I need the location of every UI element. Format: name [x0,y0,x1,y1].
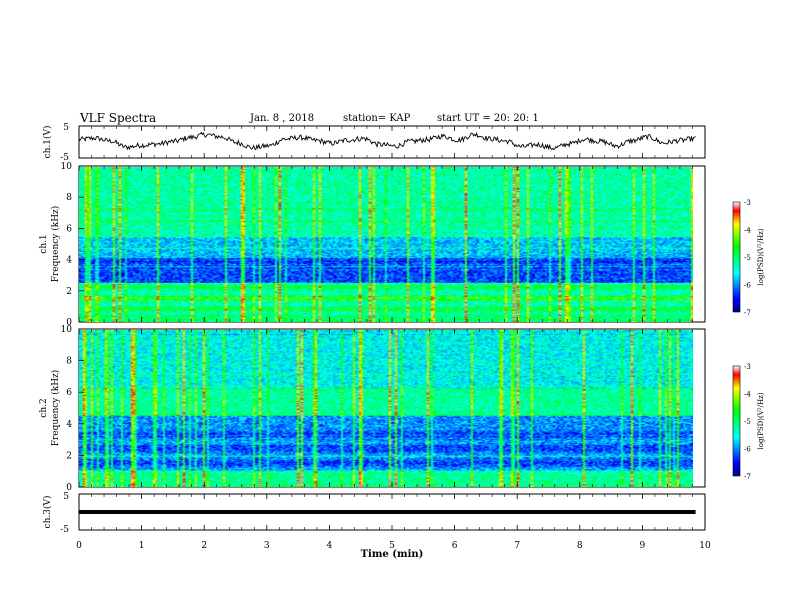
yt2-label: 0 [66,483,72,493]
ch3-ytick-bottom: -5 [60,525,69,535]
cb2-label: -3 [744,363,751,371]
ch1-ytick-bottom: -5 [60,153,69,163]
cb2-label: -5 [744,418,751,426]
ch2-colorbar-ticks: -3 -4 -5 -6 -7 [744,363,751,481]
ch1-colorbar-label: log(PSD)(V²/Hz) [757,228,765,285]
cb2-label: -7 [744,473,751,481]
x-tick-label: 4 [327,541,333,551]
ch3-ytick-top: 5 [63,492,69,502]
yt2-label: 6 [66,388,72,398]
ch1-colorbar-ticks: -3 -4 -5 -6 -7 [744,199,751,317]
ch2-spectrogram-image [79,330,693,487]
ch1-spectrogram-image [79,167,693,322]
figure-title: VLF Spectra [80,111,157,125]
ch2-channel-label: ch.2 [39,398,49,417]
yt2-label: 10 [61,325,73,335]
ch1-colorbar [732,201,741,313]
x-axis-ticks: 0 1 2 3 4 5 6 7 8 9 10 [76,126,711,551]
x-tick-label: 1 [139,541,145,551]
yt2-label: 8 [66,357,72,367]
x-tick-label: 6 [452,541,458,551]
ch3-ylabel: ch.3(V) [42,496,53,529]
start-time-label: start UT = 20: 20: 1 [437,113,539,124]
yt2-label: 4 [66,420,72,430]
yt1-label: 2 [66,287,72,297]
x-tick-label: 7 [514,541,520,551]
cb1-label: -3 [744,199,751,207]
yt1-label: 8 [66,193,72,203]
date-label: Jan. 8 , 2018 [250,113,315,124]
cb2-label: -4 [744,391,751,399]
ch2-yticks: 0 2 4 6 8 10 [61,325,84,493]
yt2-label: 2 [66,451,72,461]
x-tick-label: 8 [577,541,583,551]
ch2-spectrogram-panel [78,328,706,488]
ch1-yticks: 0 2 4 6 8 10 [61,162,84,328]
ch1-ylabel: ch.1(V) [42,126,53,159]
yt1-label: 10 [61,162,73,172]
x-tick-label: 2 [201,541,207,551]
cb1-label: -5 [744,254,751,262]
yt1-label: 0 [66,318,72,328]
x-tick-label: 3 [264,541,270,551]
ch1-ytick-top: 5 [63,123,69,133]
ch3-ytick-zero: 0 [63,508,69,518]
ch1-freq-ylabel: Frequency (kHz) [50,206,61,283]
ch2-colorbar-label: log(PSD)(V²/Hz) [757,392,765,449]
x-axis-label: Time (min) [361,549,424,560]
ch1-channel-label: ch.1 [39,234,49,253]
yt1-label: 4 [66,256,72,266]
ch1-spectrogram-panel [78,165,706,323]
cb1-label: -7 [744,309,751,317]
x-tick-label: 0 [76,541,82,551]
ch2-colorbar [732,365,741,477]
ch2-freq-ylabel: Frequency (kHz) [50,370,61,447]
ch1-waveform-panel [78,125,706,159]
x-tick-label: 9 [640,541,646,551]
ch1-waveform-line [78,131,696,151]
x-tick-label: 5 [389,541,395,551]
yt1-label: 6 [66,224,72,234]
cb1-label: -6 [744,282,751,290]
x-tick-label: 10 [699,541,711,551]
cb1-label: -4 [744,227,751,235]
station-label: station= KAP [343,113,411,124]
cb2-label: -6 [744,446,751,454]
